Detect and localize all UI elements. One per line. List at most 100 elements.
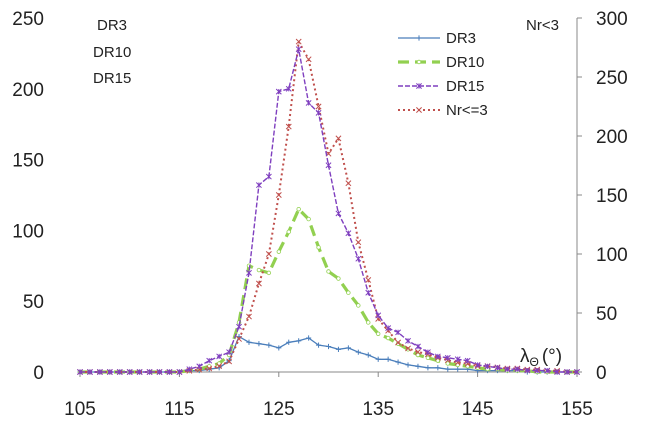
- x-tick-label: 155: [561, 399, 593, 420]
- y-left-tick-label: 250: [12, 9, 44, 30]
- legend-label: DR15: [446, 78, 484, 95]
- data-point: [226, 349, 233, 356]
- y-right-tick-label: 200: [596, 127, 628, 148]
- data-point: [266, 342, 272, 348]
- legend-label: DR10: [446, 54, 484, 71]
- data-point: [524, 367, 531, 374]
- data-point: [405, 345, 411, 352]
- data-point: [346, 290, 351, 295]
- left-axis-label-dr15: DR15: [93, 70, 131, 87]
- data-point: [286, 229, 291, 235]
- data-point: [295, 38, 302, 45]
- data-point: [454, 356, 461, 363]
- data-point: [335, 346, 342, 352]
- data-point: [405, 337, 411, 344]
- data-point: [166, 369, 173, 375]
- legend-item: DR3: [398, 30, 476, 47]
- x-tick-label: 105: [64, 399, 96, 420]
- x-axis-label: λΘ (°): [520, 346, 562, 369]
- data-point: [355, 239, 362, 246]
- y-right-tick-label: 100: [596, 245, 628, 266]
- data-point: [266, 270, 272, 276]
- data-point: [494, 364, 501, 371]
- y-left-tick-label: 50: [23, 292, 44, 313]
- data-point: [256, 267, 262, 273]
- data-point: [405, 362, 411, 368]
- data-point: [276, 249, 281, 254]
- data-point: [236, 323, 242, 330]
- legend-marker: [416, 59, 422, 65]
- y-right-tick-label: 250: [596, 68, 628, 89]
- data-point: [415, 363, 421, 369]
- data-point: [106, 369, 113, 375]
- data-point: [335, 135, 342, 142]
- y-left-tick-label: 100: [12, 221, 44, 242]
- data-point: [146, 369, 153, 375]
- data-point: [356, 303, 361, 308]
- legend-item: DR10: [398, 54, 484, 71]
- data-point: [455, 366, 461, 372]
- x-tick-label: 145: [462, 399, 494, 420]
- data-point: [246, 339, 252, 345]
- data-point: [216, 353, 223, 360]
- data-point: [176, 369, 183, 375]
- data-point: [544, 367, 551, 374]
- data-point: [365, 352, 371, 358]
- data-point: [435, 365, 441, 371]
- data-point: [256, 341, 262, 347]
- data-point: [534, 367, 541, 374]
- data-point: [315, 342, 322, 348]
- data-point: [236, 336, 242, 342]
- left-axis-label-dr3: DR3: [97, 17, 127, 34]
- data-point: [305, 100, 312, 106]
- data-point: [415, 343, 421, 350]
- left-axis-label-dr10: DR10: [93, 44, 131, 61]
- data-point: [445, 361, 450, 366]
- data-point: [325, 343, 332, 350]
- series-nr-3: [77, 38, 580, 375]
- legend-label: Nr<=3: [446, 102, 488, 119]
- data-point: [474, 361, 481, 368]
- data-point: [265, 251, 272, 257]
- x-tick-label: 135: [362, 399, 394, 420]
- data-point: [425, 355, 431, 361]
- data-point: [136, 369, 143, 375]
- series-layer: [77, 38, 580, 375]
- series-dr15: [77, 46, 580, 375]
- series-line: [80, 48, 577, 373]
- data-point: [464, 357, 471, 364]
- data-point: [434, 353, 441, 360]
- data-point: [366, 320, 371, 325]
- data-point: [246, 313, 252, 320]
- data-point: [355, 255, 362, 262]
- data-point: [315, 103, 322, 110]
- legend-label: DR3: [446, 30, 476, 47]
- data-point: [206, 365, 213, 372]
- data-point: [424, 349, 431, 356]
- data-point: [126, 369, 133, 375]
- legend: DR3 DR10 DR15 Nr<=3: [398, 30, 488, 119]
- x-axis-label-subscript: Θ: [530, 355, 539, 369]
- data-point: [305, 56, 312, 63]
- data-point: [345, 230, 352, 237]
- series-line: [80, 40, 577, 373]
- y-right-tick-label: 0: [596, 363, 607, 384]
- data-point: [77, 369, 83, 375]
- right-axis-label: Nr<3: [526, 17, 559, 34]
- data-point: [275, 192, 282, 198]
- data-point: [385, 335, 391, 341]
- data-point: [385, 356, 391, 362]
- data-point: [246, 269, 252, 276]
- data-point: [216, 363, 223, 370]
- data-point: [335, 210, 342, 217]
- data-point: [375, 356, 381, 362]
- data-point: [365, 277, 372, 283]
- data-point: [116, 369, 123, 375]
- y-right-tick-label: 150: [596, 186, 628, 207]
- data-point: [554, 369, 561, 375]
- data-point: [325, 162, 332, 169]
- data-point: [365, 289, 372, 296]
- data-point: [504, 366, 511, 373]
- data-point: [255, 182, 262, 189]
